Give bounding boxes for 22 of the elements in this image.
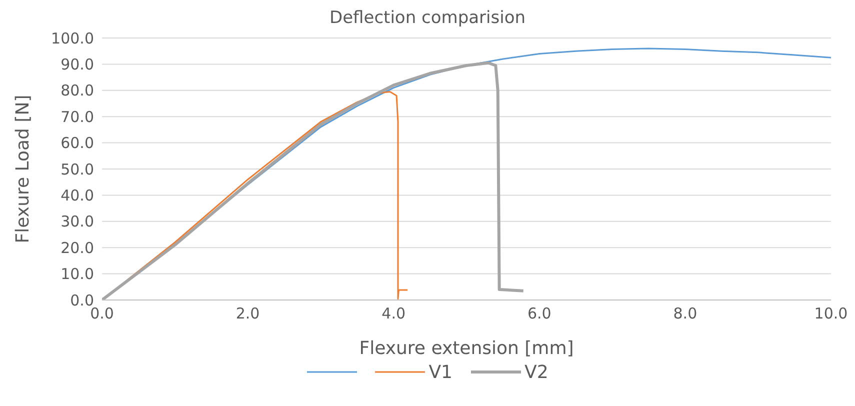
- x-tick-label: 8.0: [673, 304, 698, 323]
- y-tick-label: 60.0: [60, 134, 94, 152]
- line-series: [102, 61, 525, 300]
- y-tick-label: 40.0: [60, 186, 94, 205]
- x-tick-label: 4.0: [382, 304, 406, 323]
- y-tick-label: 20.0: [60, 238, 94, 257]
- legend-label: V1: [428, 362, 452, 382]
- y-tick-label: 50.0: [60, 160, 94, 178]
- x-tick-label: 10.0: [814, 304, 848, 323]
- y-tick-label: 80.0: [60, 82, 94, 100]
- y-tick-label: 90.0: [60, 56, 94, 74]
- y-axis-title: Flexure Load [N]: [12, 94, 34, 244]
- y-tick-label: 100.0: [51, 29, 94, 48]
- x-tick-label: 2.0: [236, 304, 260, 323]
- x-tick-label: 0.0: [90, 304, 114, 323]
- chart-title: Deflection comparision: [328, 8, 526, 30]
- y-tick-label: 10.0: [60, 265, 94, 284]
- x-tick-label: 6.0: [527, 304, 552, 323]
- y-tick-label: 70.0: [60, 108, 94, 126]
- legend-label: V2: [524, 362, 548, 382]
- y-tick-label: 30.0: [60, 212, 94, 231]
- x-axis-title: Flexure extension [mm]: [359, 338, 574, 359]
